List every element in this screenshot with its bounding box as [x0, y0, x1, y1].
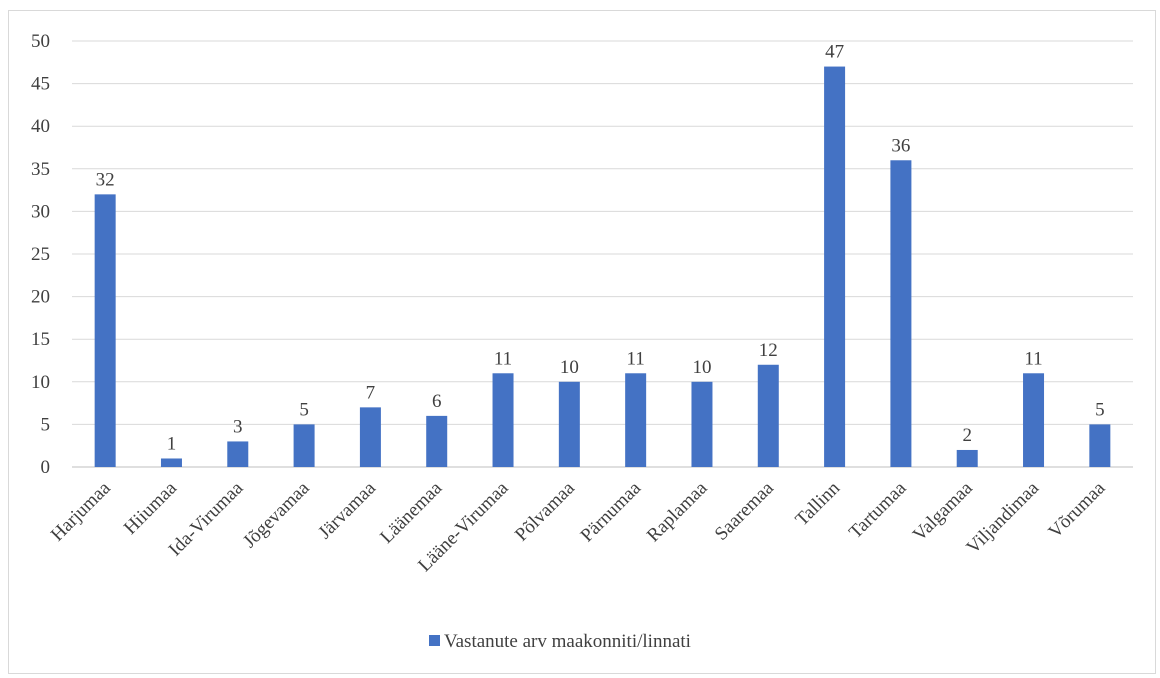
- y-tick-label: 45: [31, 74, 50, 95]
- category-label: Raplamaa: [643, 477, 712, 546]
- data-label: 3: [233, 416, 243, 437]
- data-label: 32: [96, 169, 115, 190]
- category-label: Põlvamaa: [511, 477, 579, 545]
- bar: [1089, 424, 1111, 467]
- data-label: 6: [432, 391, 442, 412]
- data-label: 5: [1095, 399, 1105, 420]
- bars: [94, 66, 1111, 468]
- y-tick-label: 25: [31, 244, 50, 265]
- data-label: 1: [167, 433, 177, 454]
- y-tick-label: 10: [31, 372, 50, 393]
- bar: [890, 160, 912, 467]
- category-label: Tartumaa: [845, 477, 911, 543]
- y-tick-label: 0: [41, 457, 51, 478]
- chart-frame: [8, 10, 1156, 674]
- bar: [824, 66, 846, 467]
- bar: [426, 415, 448, 467]
- category-label: Läänemaa: [376, 477, 446, 547]
- data-label: 12: [759, 340, 778, 361]
- bar: [94, 194, 116, 468]
- data-label: 5: [299, 399, 309, 420]
- bar: [558, 381, 580, 467]
- data-label: 11: [494, 348, 512, 369]
- legend-label: Vastanute arv maakonniti/linnati: [444, 631, 691, 652]
- bar: [359, 407, 381, 467]
- category-label: Pärnumaa: [577, 477, 646, 546]
- bar: [691, 381, 713, 467]
- data-label: 36: [891, 135, 910, 156]
- bar: [492, 373, 514, 467]
- y-tick-label: 40: [31, 116, 50, 137]
- data-label: 11: [627, 348, 645, 369]
- category-label: Valgamaa: [909, 477, 977, 545]
- data-label: 11: [1024, 348, 1042, 369]
- bar: [757, 364, 779, 467]
- y-tick-label: 50: [31, 31, 50, 52]
- y-tick-label: 20: [31, 287, 50, 308]
- category-label: Jõgevamaa: [239, 477, 314, 552]
- y-axis-tick-labels: 0 5 10 15 20 25 30 35 40 45 50: [31, 31, 50, 478]
- data-label: 7: [366, 382, 376, 403]
- y-tick-label: 35: [31, 159, 50, 180]
- category-label: Hiiumaa: [120, 477, 182, 539]
- legend-swatch: [429, 635, 440, 646]
- data-label: 2: [962, 425, 972, 446]
- bar: [160, 458, 182, 467]
- y-tick-label: 15: [31, 329, 50, 350]
- y-tick-label: 30: [31, 201, 50, 222]
- category-label: Järvamaa: [314, 477, 380, 543]
- data-labels: 32 1 3 5 7 6 11 10 11 10 12 47 36 2 11 5: [96, 42, 1105, 455]
- category-label: Viljandimaa: [963, 477, 1044, 558]
- bar: [227, 441, 249, 467]
- category-label: Harjumaa: [47, 477, 115, 545]
- data-label: 10: [560, 357, 579, 378]
- data-label: 10: [692, 357, 711, 378]
- gridlines: [72, 40, 1133, 468]
- data-label: 47: [825, 42, 844, 63]
- y-tick-label: 5: [41, 414, 51, 435]
- bar: [625, 373, 647, 467]
- bar: [956, 449, 978, 467]
- category-label: Saaremaa: [711, 477, 778, 544]
- bar: [1023, 373, 1045, 467]
- category-label: Tallinn: [791, 477, 844, 530]
- legend: Vastanute arv maakonniti/linnati: [429, 631, 691, 652]
- category-label: Võrumaa: [1045, 477, 1110, 542]
- bar: [293, 424, 315, 467]
